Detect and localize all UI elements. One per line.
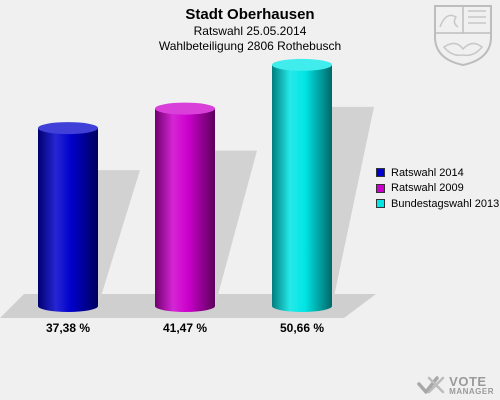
- legend: Ratswahl 2014 Ratswahl 2009 Bundestagswa…: [376, 165, 499, 212]
- bar-2: [155, 102, 215, 312]
- bar-body: [38, 128, 98, 312]
- legend-swatch: [376, 199, 385, 209]
- legend-swatch: [376, 168, 385, 178]
- legend-item-ratswahl-2014: Ratswahl 2014: [376, 165, 499, 181]
- value-label: 50,66 %: [280, 321, 324, 335]
- legend-label: Bundestagswahl 2013: [391, 197, 500, 210]
- brand-line2: MANAGER: [449, 386, 494, 396]
- bar-top: [38, 122, 98, 135]
- legend-label: Ratswahl 2009: [391, 182, 464, 195]
- bar-3: [272, 58, 332, 312]
- legend-item-bundestagswahl-2013: Bundestagswahl 2013: [376, 196, 499, 212]
- vote-manager-logo: VOTE MANAGER: [417, 374, 494, 396]
- bar-top: [155, 102, 215, 115]
- bar-body: [155, 108, 215, 312]
- bar-top: [272, 58, 332, 71]
- brand-line1: VOTE: [449, 373, 487, 389]
- bar-body: [272, 64, 332, 312]
- chart-subtitle-election: Ratswahl 25.05.2014: [193, 24, 307, 38]
- legend-swatch: [376, 183, 385, 193]
- legend-label: Ratswahl 2014: [391, 166, 464, 179]
- bar-1: [38, 122, 98, 312]
- coat-of-arms-icon: [434, 5, 492, 67]
- value-label: 37,38 %: [46, 321, 90, 335]
- value-label: 41,47 %: [163, 321, 207, 335]
- chart-subtitle-district: Wahlbeteiligung 2806 Rothebusch: [158, 39, 342, 53]
- legend-item-ratswahl-2009: Ratswahl 2009: [376, 181, 499, 197]
- vote-manager-icon: [417, 376, 445, 394]
- chart-title: Stadt Oberhausen: [185, 6, 315, 23]
